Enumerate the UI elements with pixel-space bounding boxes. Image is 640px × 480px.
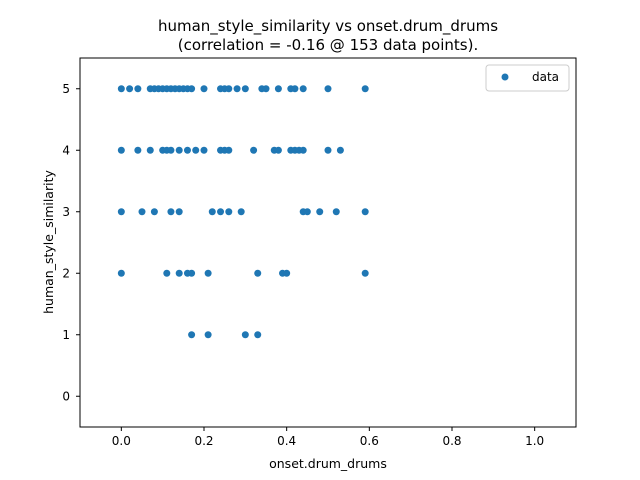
data-point (146, 146, 154, 154)
data-point (117, 146, 125, 154)
legend-marker (501, 73, 509, 81)
data-point (332, 208, 340, 216)
chart-title-line2: (correlation = -0.16 @ 153 data points). (178, 36, 478, 54)
data-point (241, 85, 249, 93)
data-point (200, 146, 208, 154)
data-point (283, 269, 291, 277)
data-point (237, 208, 245, 216)
data-point (361, 85, 369, 93)
y-axis-label: human_style_similarity (41, 170, 56, 314)
data-point (192, 146, 200, 154)
data-point (204, 269, 212, 277)
data-point (208, 208, 216, 216)
y-axis-ticks: 0 1 2 3 4 5 (62, 82, 80, 403)
data-point (134, 85, 142, 93)
x-axis-ticks: 0.0 0.2 0.4 0.6 0.8 1.0 (112, 427, 544, 448)
data-point (303, 208, 311, 216)
y-tick-label: 5 (62, 82, 70, 96)
data-point (274, 146, 282, 154)
data-point (254, 269, 262, 277)
data-point (336, 146, 344, 154)
data-point (200, 85, 208, 93)
x-tick-label: 1.0 (525, 434, 544, 448)
data-point (324, 85, 332, 93)
data-point (225, 208, 233, 216)
data-point (188, 269, 196, 277)
data-point (175, 208, 183, 216)
x-tick-label: 0.8 (442, 434, 461, 448)
data-point (241, 331, 249, 339)
data-point (163, 269, 171, 277)
data-point (316, 208, 324, 216)
data-point (225, 85, 233, 93)
y-tick-label: 3 (62, 205, 70, 219)
data-point (254, 331, 262, 339)
data-point (225, 146, 233, 154)
data-point (262, 85, 270, 93)
data-points (117, 85, 369, 339)
legend-entry-data: data (532, 70, 559, 84)
y-tick-label: 0 (62, 389, 70, 403)
plot-frame (79, 57, 577, 428)
x-tick-label: 0.0 (112, 434, 131, 448)
x-tick-label: 0.4 (277, 434, 296, 448)
data-point (299, 146, 307, 154)
data-point (361, 269, 369, 277)
x-tick-label: 0.2 (194, 434, 213, 448)
data-point (188, 85, 196, 93)
data-point (291, 85, 299, 93)
data-point (274, 85, 282, 93)
data-point (183, 146, 191, 154)
data-point (188, 331, 196, 339)
data-point (167, 146, 175, 154)
data-point (117, 85, 125, 93)
y-tick-label: 4 (62, 143, 70, 157)
data-point (233, 85, 241, 93)
y-tick-label: 2 (62, 266, 70, 280)
legend-box (485, 64, 570, 92)
data-point (138, 208, 146, 216)
data-point (250, 146, 258, 154)
data-point (299, 85, 307, 93)
data-point (117, 269, 125, 277)
data-point (117, 208, 125, 216)
data-point (361, 208, 369, 216)
data-point (175, 146, 183, 154)
data-point (150, 208, 158, 216)
data-point (126, 85, 134, 93)
x-tick-label: 0.6 (360, 434, 379, 448)
x-axis-label: onset.drum_drums (269, 456, 387, 471)
data-point (217, 208, 225, 216)
chart-title-line1: human_style_similarity vs onset.drum_dru… (158, 17, 498, 36)
data-point (134, 146, 142, 154)
data-point (324, 146, 332, 154)
legend: data (485, 64, 570, 92)
data-point (175, 269, 183, 277)
y-tick-label: 1 (62, 328, 70, 342)
data-point (167, 208, 175, 216)
data-point (204, 331, 212, 339)
